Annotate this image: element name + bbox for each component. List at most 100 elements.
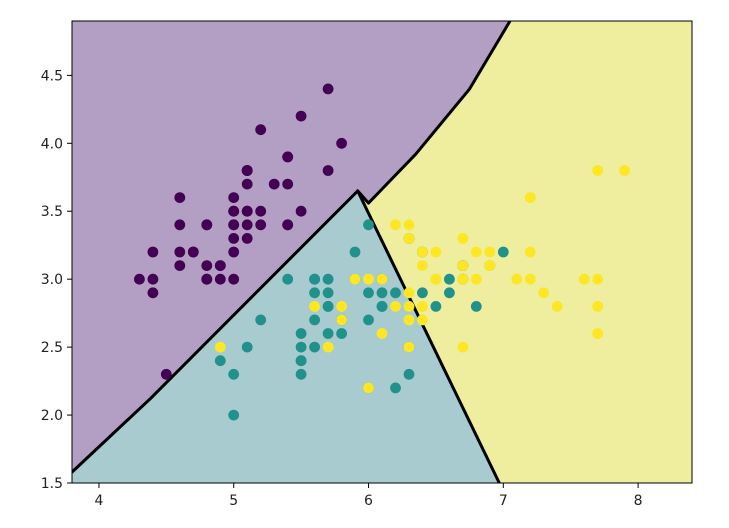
- point-class-2: [538, 287, 550, 299]
- point-class-0: [295, 110, 307, 122]
- point-class-0: [228, 205, 240, 217]
- point-class-0: [255, 205, 267, 217]
- point-class-0: [241, 178, 253, 190]
- point-class-2: [376, 328, 388, 339]
- point-class-1: [430, 301, 442, 312]
- point-class-1: [322, 301, 334, 312]
- point-class-0: [147, 287, 159, 299]
- point-class-1: [322, 273, 334, 285]
- point-class-2: [592, 301, 604, 312]
- point-class-1: [282, 273, 294, 285]
- point-class-0: [214, 260, 226, 271]
- point-class-2: [619, 165, 630, 176]
- y-tick-label: 1.5: [41, 476, 63, 492]
- point-class-1: [336, 328, 347, 339]
- point-class-2: [551, 301, 563, 312]
- point-class-0: [322, 165, 334, 176]
- scatter-points: [134, 83, 630, 421]
- point-class-2: [390, 219, 401, 231]
- point-class-1: [295, 341, 307, 353]
- point-class-1: [309, 273, 320, 285]
- point-class-0: [282, 178, 294, 190]
- y-tick-label: 3.0: [41, 272, 63, 288]
- decision-boundary-line-1: [356, 189, 501, 483]
- point-class-2: [363, 382, 374, 394]
- point-class-1: [255, 314, 267, 326]
- point-class-0: [268, 178, 280, 190]
- point-class-1: [390, 287, 401, 299]
- point-class-2: [403, 301, 415, 312]
- y-tick-label: 4.0: [41, 136, 63, 152]
- point-class-2: [363, 273, 374, 285]
- y-tick-label: 2.5: [41, 340, 63, 356]
- point-class-2: [470, 246, 482, 258]
- point-class-0: [295, 205, 307, 217]
- point-class-2: [403, 341, 415, 353]
- point-class-0: [322, 83, 334, 95]
- point-class-2: [457, 341, 469, 353]
- point-class-0: [201, 273, 213, 285]
- point-class-0: [160, 368, 172, 380]
- point-class-1: [363, 219, 374, 231]
- x-tick-label: 5: [229, 493, 238, 509]
- point-class-2: [417, 301, 428, 312]
- point-class-2: [592, 165, 604, 176]
- point-class-2: [403, 233, 415, 244]
- point-class-0: [214, 273, 226, 285]
- point-class-2: [376, 273, 388, 285]
- decision-boundary-line-0: [72, 21, 512, 474]
- point-class-1: [228, 368, 240, 380]
- point-class-1: [295, 368, 307, 380]
- point-class-1: [241, 341, 253, 353]
- point-class-2: [578, 273, 590, 285]
- point-class-2: [524, 192, 536, 204]
- point-class-2: [592, 273, 604, 285]
- point-class-2: [349, 273, 361, 285]
- point-class-1: [349, 246, 361, 258]
- point-class-2: [322, 341, 334, 353]
- point-class-1: [363, 314, 374, 326]
- point-class-2: [336, 314, 347, 326]
- point-class-0: [174, 246, 186, 258]
- point-class-2: [417, 260, 428, 271]
- point-class-0: [228, 246, 240, 258]
- point-class-1: [309, 287, 320, 299]
- point-class-1: [376, 301, 388, 312]
- point-class-0: [255, 219, 267, 231]
- point-class-2: [403, 287, 415, 299]
- point-class-2: [430, 273, 442, 285]
- point-class-0: [174, 192, 186, 204]
- point-class-2: [457, 260, 469, 271]
- point-class-2: [214, 341, 226, 353]
- point-class-2: [484, 246, 496, 258]
- point-class-2: [430, 246, 442, 258]
- point-class-1: [309, 341, 320, 353]
- point-class-1: [322, 328, 334, 339]
- point-class-0: [134, 273, 145, 285]
- plot-frame: [71, 20, 693, 484]
- point-class-0: [228, 233, 240, 244]
- point-class-0: [241, 233, 253, 244]
- y-axis: 1.5 2.0 2.5 3.0 3.5 4.0 4.5: [41, 68, 72, 492]
- point-class-1: [390, 382, 401, 394]
- point-class-1: [417, 287, 428, 299]
- point-class-2: [484, 260, 496, 271]
- point-class-2: [470, 273, 482, 285]
- point-class-2: [511, 273, 523, 285]
- point-class-1: [214, 355, 226, 367]
- point-class-0: [282, 151, 294, 163]
- x-tick-label: 8: [634, 493, 643, 509]
- point-class-2: [524, 273, 536, 285]
- decision-boundaries: [72, 21, 512, 483]
- point-class-2: [524, 246, 536, 258]
- region-class-0: [72, 21, 510, 473]
- point-class-2: [417, 246, 428, 258]
- point-class-0: [241, 205, 253, 217]
- point-class-1: [309, 314, 320, 326]
- point-class-2: [403, 219, 415, 231]
- point-class-0: [201, 260, 213, 271]
- point-class-1: [497, 246, 509, 258]
- point-class-1: [295, 328, 307, 339]
- point-class-0: [282, 219, 294, 231]
